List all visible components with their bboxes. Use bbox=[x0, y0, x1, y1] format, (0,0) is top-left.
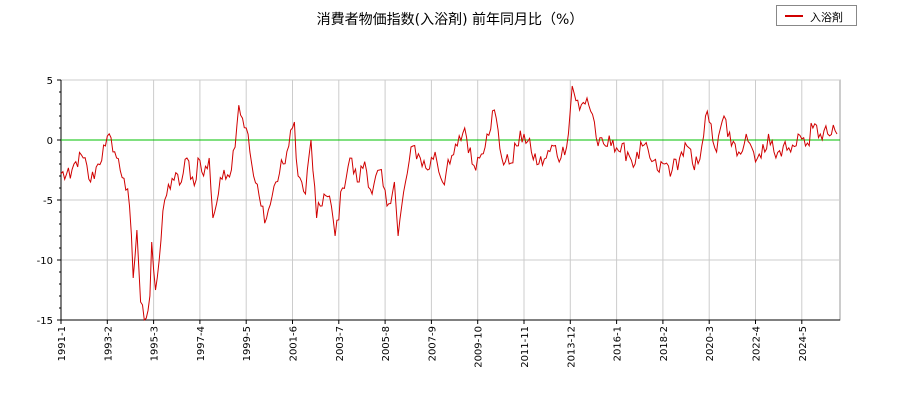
legend: 入浴剤 bbox=[776, 5, 857, 26]
chart-title: 消費者物価指数(入浴剤) 前年同月比（%） bbox=[316, 12, 584, 28]
y-tick-label: 5 bbox=[47, 76, 53, 87]
x-tick-label: 1999-5 bbox=[242, 326, 253, 361]
y-tick-label: -10 bbox=[37, 256, 53, 267]
y-tick-label: 0 bbox=[47, 136, 53, 147]
series-line bbox=[60, 85, 838, 322]
x-tick-label: 2007-9 bbox=[427, 326, 438, 361]
x-tick-label: 2013-12 bbox=[566, 326, 577, 368]
x-tick-label: 1991-1 bbox=[57, 326, 68, 361]
x-tick-label: 2011-11 bbox=[520, 326, 531, 368]
x-tick-label: 1995-3 bbox=[150, 326, 161, 361]
x-tick-label: 2018-2 bbox=[659, 326, 670, 361]
x-tick-label: 2016-1 bbox=[613, 326, 624, 361]
x-tick-label: 1993-2 bbox=[103, 326, 114, 361]
x-tick-label: 2009-10 bbox=[474, 326, 485, 368]
legend-label: 入浴剤 bbox=[810, 11, 843, 24]
x-tick-label: 2003-7 bbox=[335, 326, 346, 361]
x-tick-label: 2020-3 bbox=[705, 326, 716, 361]
x-tick-label: 2022-4 bbox=[752, 326, 763, 361]
y-tick-label: -15 bbox=[37, 316, 53, 327]
y-tick-label: -5 bbox=[43, 196, 53, 207]
x-tick-label: 2001-6 bbox=[289, 326, 300, 361]
x-tick-label: 2005-8 bbox=[381, 326, 392, 361]
x-tick-label: 2024-5 bbox=[798, 326, 809, 361]
x-tick-label: 1997-4 bbox=[196, 326, 207, 361]
legend-swatch bbox=[785, 15, 803, 17]
